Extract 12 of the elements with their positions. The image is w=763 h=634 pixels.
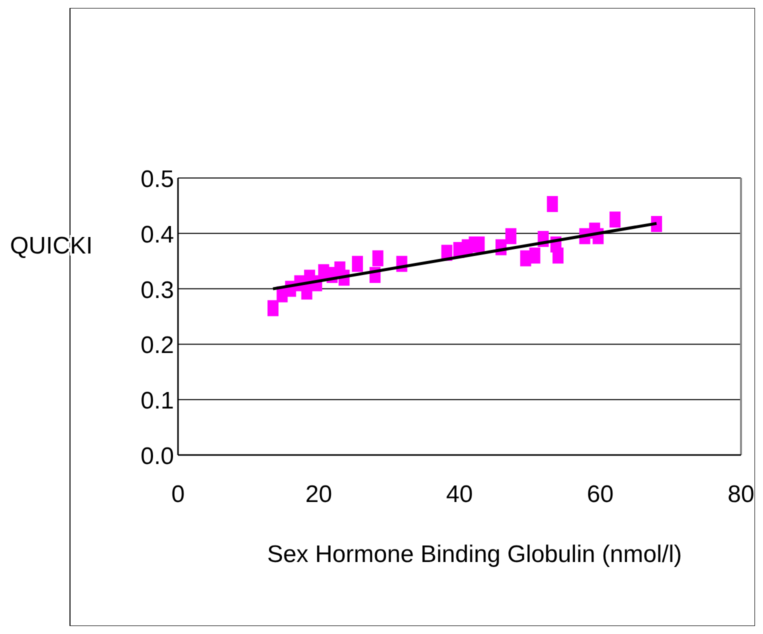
y-tick-label: 0.2 [140,332,174,360]
y-tick-label: 0.5 [140,166,174,193]
y-tick-label: 0.0 [140,443,174,470]
y-tick-label: 0.4 [140,221,174,248]
x-tick-label: 60 [586,481,614,508]
x-tick-label: 20 [305,481,332,508]
y-tick-label: 0.1 [140,388,174,415]
x-axis-title: Sex Hormone Binding Globulin (nmol/l) [267,541,682,568]
x-tick-label: 40 [446,481,473,508]
y-tick-label: 0.3 [140,276,174,304]
x-tick-label: 0 [171,481,185,508]
x-tick-label: 80 [728,481,754,508]
